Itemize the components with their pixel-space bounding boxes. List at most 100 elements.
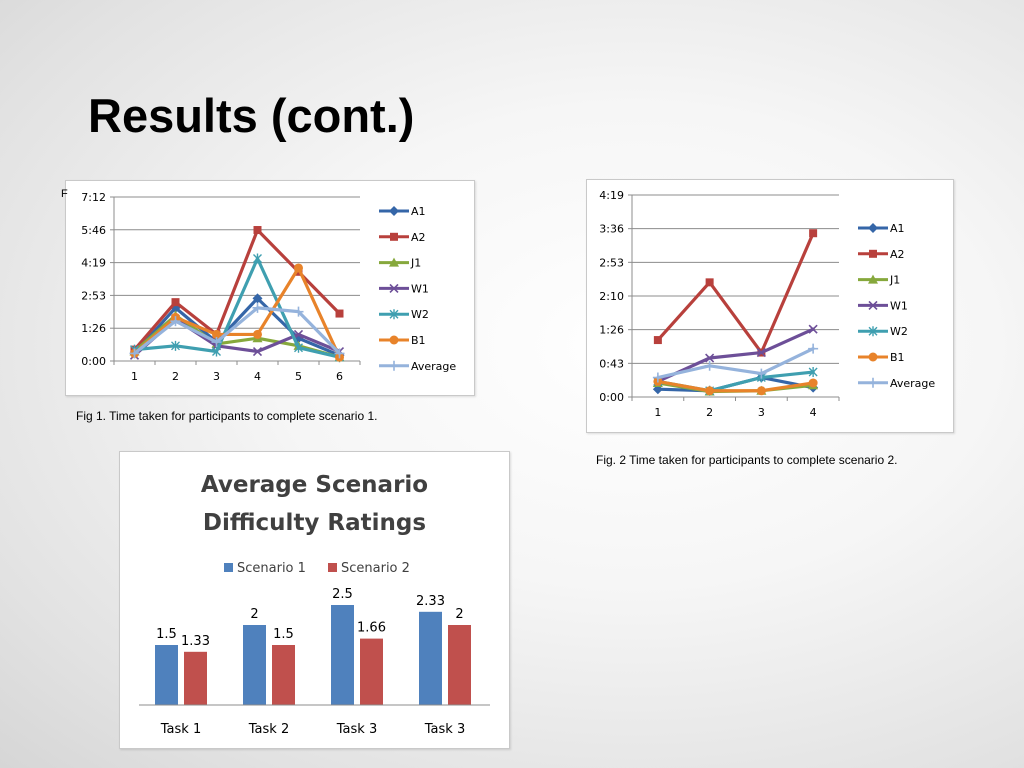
data-point: [653, 336, 662, 345]
fig1-stray-char: F: [61, 188, 68, 200]
bar: [243, 625, 266, 705]
x-tick-label: 1: [654, 406, 661, 419]
data-label: 1.5: [156, 627, 177, 642]
legend-swatch: [224, 563, 233, 572]
data-point: [293, 306, 304, 317]
data-point: [252, 346, 263, 357]
legend-marker: [389, 283, 399, 293]
series-line: [656, 327, 815, 384]
legend-label: Scenario 1: [237, 561, 306, 576]
legend-marker: [869, 249, 877, 258]
chart-title-line: Difficulty Ratings: [203, 510, 426, 536]
fig2-chart-panel: 0:00 0:43 1:26 2:10 2:53 3:36 4:19 1 2 3 4 A1 A2 J1 W1…: [586, 179, 954, 433]
series-average: [129, 302, 345, 359]
chart-title-line: Average Scenario: [201, 472, 428, 498]
legend-label: W2: [411, 308, 429, 321]
x-tick-label: 4: [254, 370, 261, 383]
bar: [419, 611, 442, 705]
series-line: [656, 231, 815, 355]
data-point: [334, 348, 345, 359]
legend-marker: [389, 335, 399, 345]
fig1-caption: Fig 1. Time taken for participants to co…: [76, 409, 378, 423]
data-point: [756, 347, 766, 358]
data-point: [704, 360, 715, 371]
y-tick-label: 1:26: [81, 322, 106, 335]
series-line: [132, 306, 342, 356]
y-tick-label: 1:26: [599, 324, 624, 337]
x-tick-label: 4: [810, 406, 817, 419]
series-b1: [130, 263, 344, 362]
data-point: [252, 302, 263, 313]
data-point: [809, 229, 818, 238]
y-tick-label: 2:10: [599, 290, 624, 303]
y-tick-label: 2:53: [81, 289, 106, 302]
data-point: [652, 372, 663, 383]
y-tick-label: 5:46: [81, 224, 106, 237]
legend-label: B1: [890, 351, 905, 364]
x-tick-label: 5: [295, 370, 302, 383]
series-line: [132, 228, 342, 352]
data-point: [705, 278, 714, 287]
x-tick-label: 3: [758, 406, 765, 419]
x-tick-label: 1: [131, 370, 138, 383]
data-point: [335, 309, 344, 318]
data-point: [212, 329, 221, 339]
fig3-chart-panel: Average Scenario Difficulty Ratings Scenar…: [119, 451, 510, 749]
y-tick-label: 7:12: [81, 191, 106, 204]
data-point: [808, 378, 818, 388]
data-label: 2.33: [416, 594, 445, 609]
legend-marker: [389, 360, 399, 371]
data-point: [808, 367, 818, 378]
bar: [331, 605, 354, 705]
slide-title: Results (cont.): [88, 89, 415, 142]
legend-label: A2: [890, 248, 905, 261]
data-point: [171, 298, 180, 307]
data-point: [253, 329, 262, 339]
legend-label: A2: [411, 231, 426, 244]
data-point: [211, 337, 222, 348]
data-point: [705, 386, 715, 396]
fig1-line-chart: 0:00 1:26 2:53 4:19 5:46 7:12 1 2 3 4 5 6 A1 A2 J1 W1 W2…: [81, 191, 456, 383]
x-tick-label: 3: [213, 370, 220, 383]
data-point: [170, 316, 181, 327]
x-tick-label: Task 1: [160, 722, 201, 737]
bar: [155, 645, 178, 705]
legend-label: Scenario 2: [341, 561, 410, 576]
data-point: [252, 293, 263, 304]
data-point: [294, 263, 303, 273]
legend-label: J1: [410, 257, 421, 270]
legend-label: W1: [411, 282, 429, 295]
data-point: [171, 340, 180, 351]
data-point: [253, 226, 262, 235]
legend-marker: [868, 326, 878, 337]
legend-marker: [389, 309, 399, 320]
fig1-chart-panel: 0:00 1:26 2:53 4:19 5:46 7:12 1 2 3 4 5 6 A1 A2 J1 W1 W2…: [65, 180, 475, 396]
bar: [184, 651, 207, 705]
legend-label: Average: [411, 360, 456, 373]
legend-label: A1: [890, 222, 905, 235]
legend-label: W2: [890, 325, 908, 338]
legend-label: J1: [889, 274, 900, 287]
y-tick-label: 0:00: [599, 391, 624, 404]
data-point: [756, 368, 767, 379]
data-point: [705, 353, 715, 363]
legend-label: W1: [890, 299, 908, 312]
data-label: 2: [250, 607, 258, 622]
legend-marker: [390, 232, 398, 241]
x-tick-label: 6: [336, 370, 343, 383]
legend-marker: [868, 352, 878, 362]
y-tick-label: 4:19: [599, 189, 624, 202]
x-tick-label: 2: [172, 370, 179, 383]
series-line: [656, 379, 815, 393]
series-w1: [653, 324, 818, 386]
legend-marker: [389, 206, 399, 216]
data-point: [212, 346, 221, 357]
data-point: [756, 386, 766, 396]
data-point: [293, 329, 304, 339]
bar: [448, 625, 471, 705]
data-point: [253, 253, 262, 264]
data-label: 1.5: [273, 627, 294, 642]
legend-marker: [868, 377, 878, 388]
series-line: [132, 266, 342, 359]
series-line: [132, 256, 342, 359]
